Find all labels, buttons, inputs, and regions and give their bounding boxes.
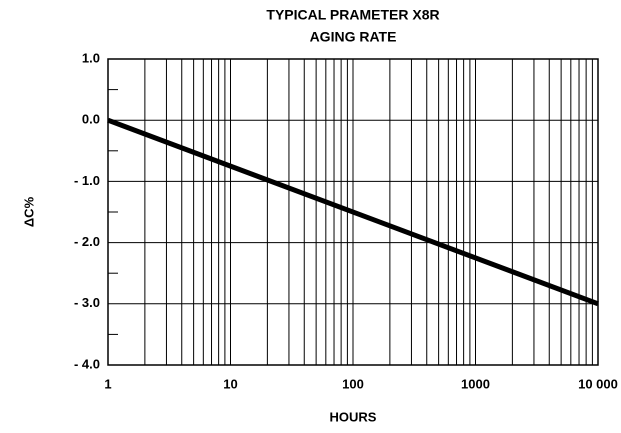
- y-tick-label: - 3.0: [74, 295, 100, 310]
- data-line: [107, 117, 599, 307]
- plot-frame: [107, 58, 599, 366]
- x-tick-label: 100: [342, 376, 364, 391]
- x-axis-label: HOURS: [330, 409, 377, 424]
- y-tick-label: - 4.0: [74, 356, 100, 371]
- chart-title: TYPICAL PRAMETER X8R: [266, 7, 439, 23]
- chart-subtitle: AGING RATE: [310, 29, 397, 45]
- x-tick-label: 10 000: [578, 376, 618, 391]
- y-tick-label: 1.0: [82, 50, 100, 65]
- y-axis-label: ΔC%: [21, 196, 36, 227]
- y-tick-label: - 2.0: [74, 234, 100, 249]
- x-tick-label: 10: [223, 376, 237, 391]
- y-tick-label: - 1.0: [74, 173, 100, 188]
- y-tick-label: 0.0: [82, 112, 100, 127]
- x-tick-label: 1: [104, 376, 111, 391]
- x-tick-label: 1000: [461, 376, 490, 391]
